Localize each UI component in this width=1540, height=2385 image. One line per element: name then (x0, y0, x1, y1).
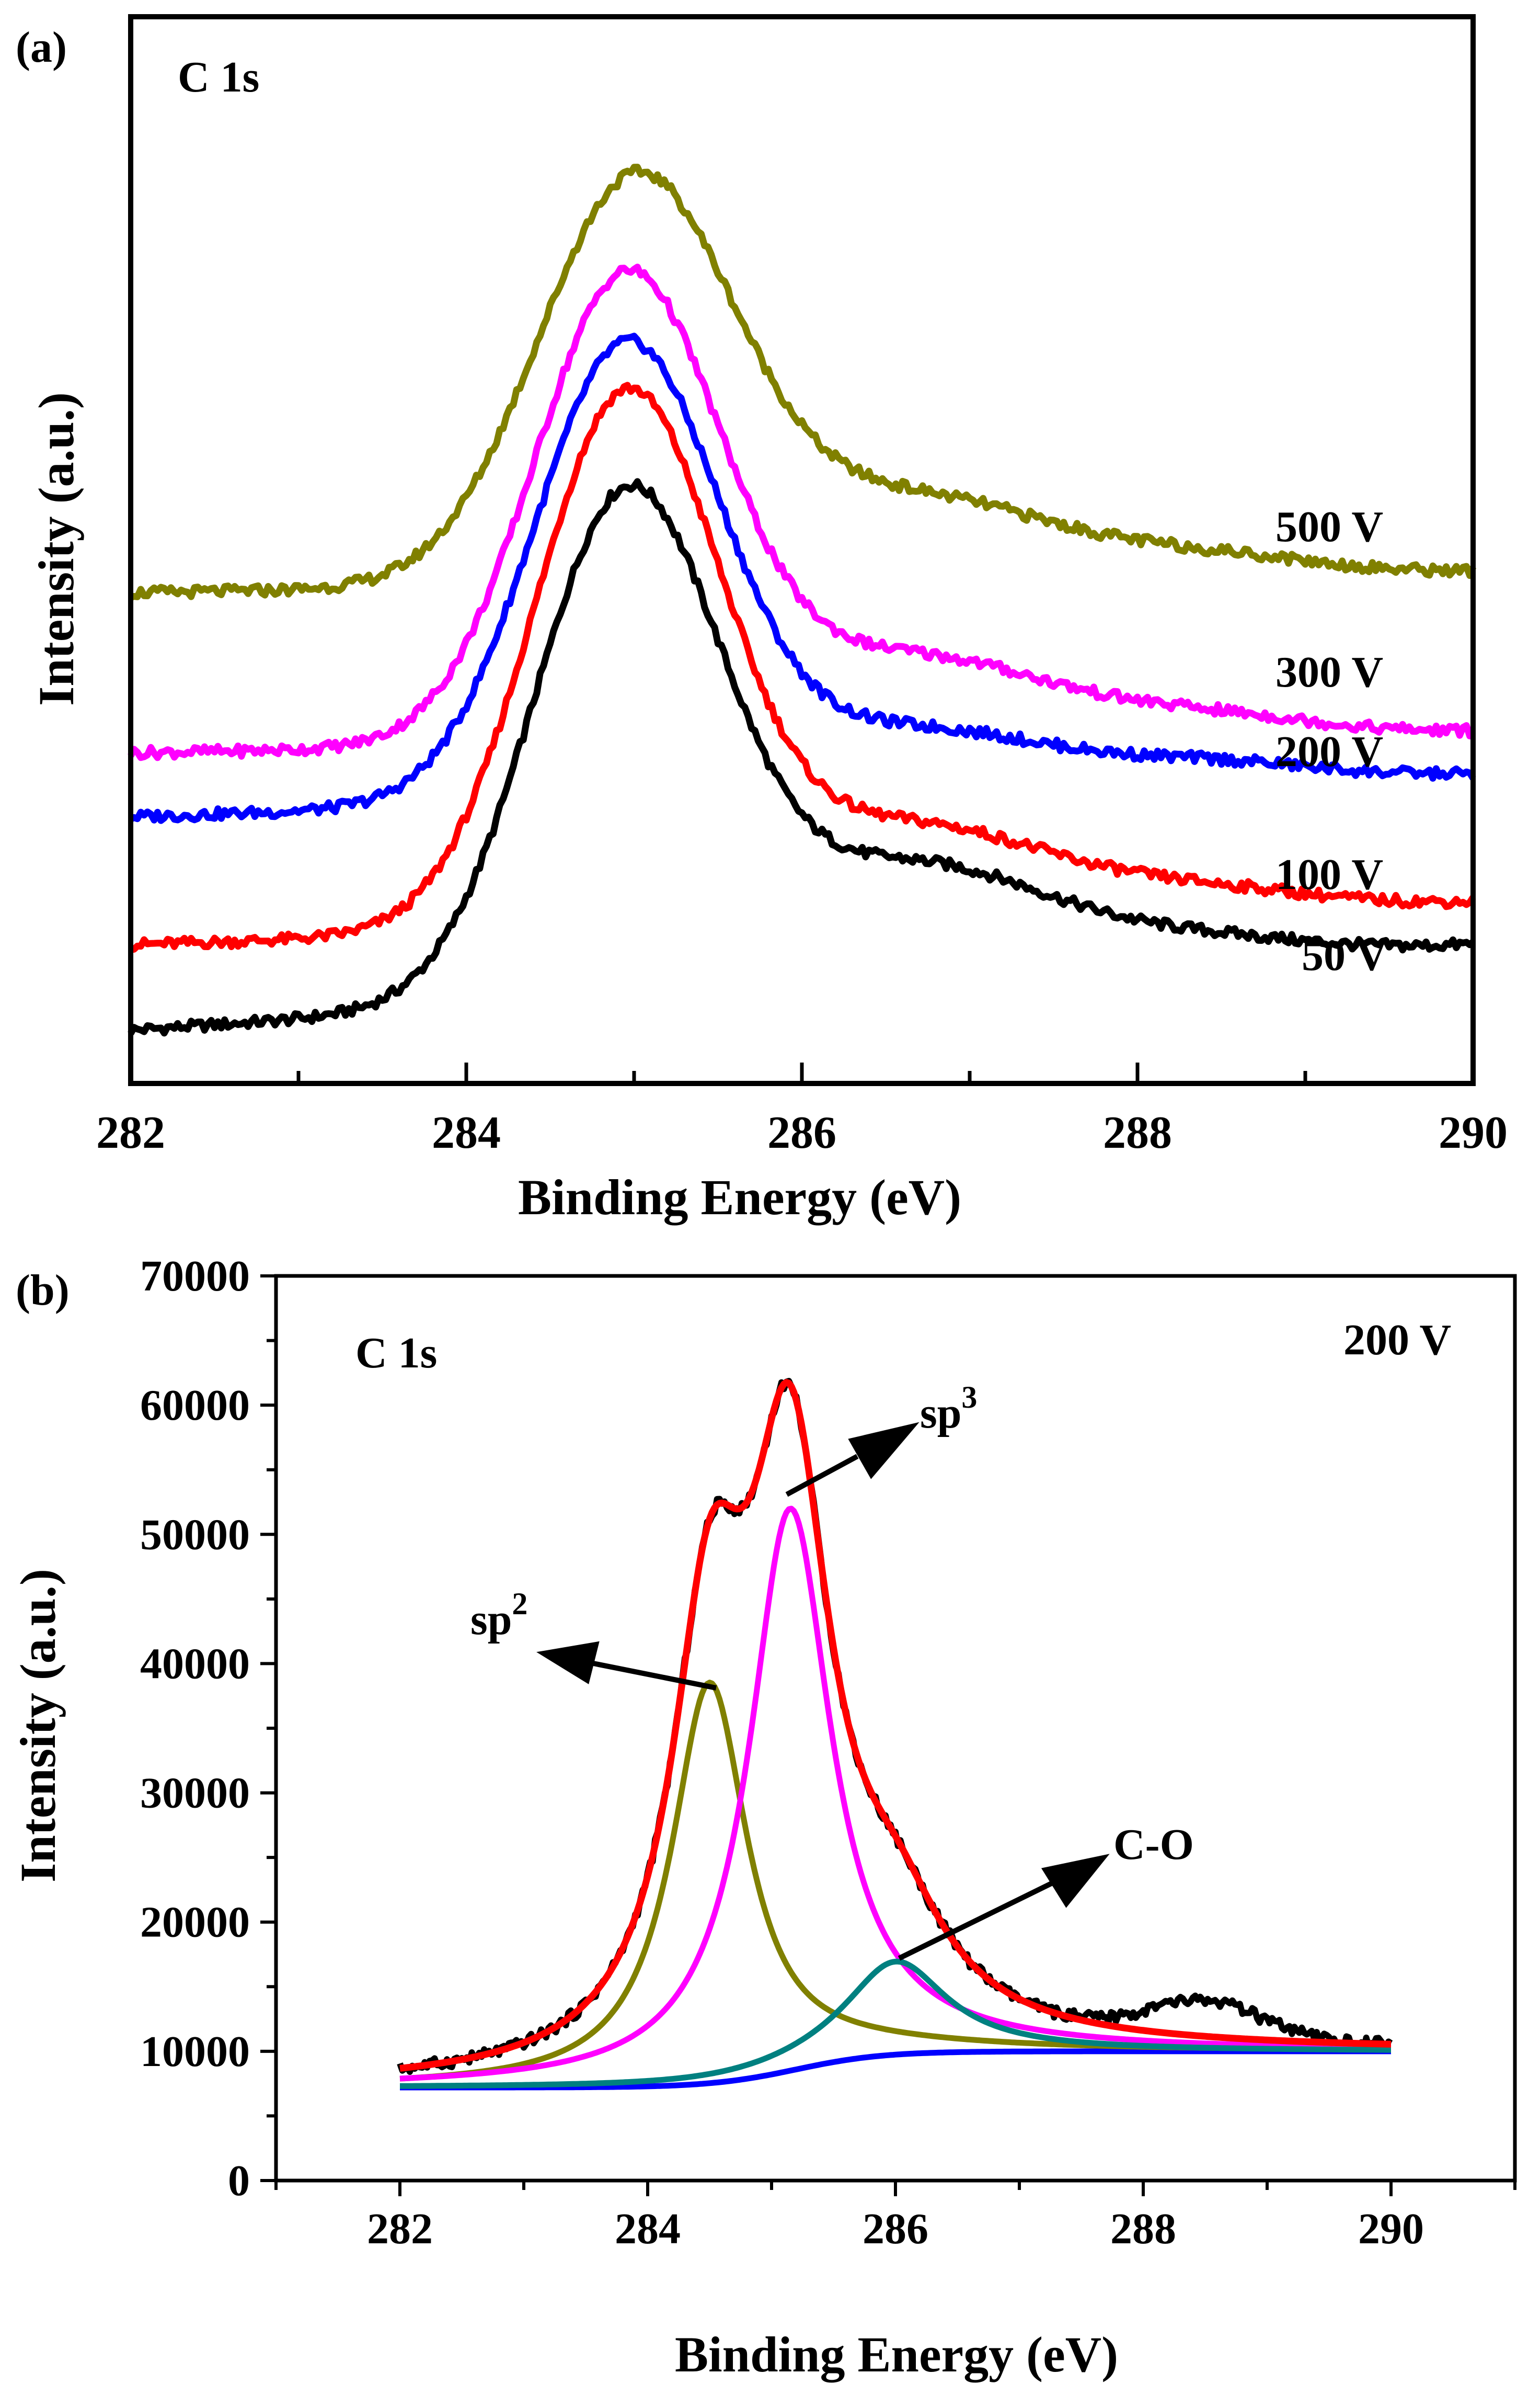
panel-a: (a) C 1s 282 284 286 288 290 500 V 300 V 200… (16, 14, 1508, 1225)
panel-b-y-tick-label: 50000 (140, 1510, 250, 1559)
panel-a-label: (a) (16, 23, 67, 72)
panel-b-x-tick-label: 288 (1110, 2205, 1176, 2253)
panel-b-arrows (536, 1422, 1110, 1961)
panel-a-label-100v: 100 V (1275, 850, 1383, 899)
c-o-arrow-head (1041, 1854, 1110, 1908)
panel-a-frame (128, 14, 1476, 1086)
sp2-arrow-head (536, 1641, 600, 1684)
panel-a-y-axis-label: Intensity (a.u.) (28, 392, 84, 706)
sp2-arrow-line (590, 1660, 717, 1691)
panel-a-label-300v: 300 V (1275, 648, 1383, 697)
panel-b-sp2-line (399, 1680, 1392, 2082)
panel-b-background-line (399, 2048, 1392, 2091)
panel-b-y-tick-label: 10000 (140, 2027, 250, 2076)
panel-a-title: C 1s (178, 53, 259, 101)
panel-b-ticks: 282 284 286 288 290 0 10000 20000 30000 40000 5000… (140, 1252, 1516, 2253)
panel-b-x-tick-label: 286 (863, 2205, 928, 2253)
panel-b-x-tick-label: 290 (1358, 2205, 1424, 2253)
panel-a-x-ticks: 282 284 286 288 290 (96, 1063, 1508, 1158)
panel-b-title: C 1s (355, 1329, 437, 1377)
sp3-label-visible: sp3 (920, 1380, 977, 1437)
sp3-arrow-head (848, 1422, 920, 1479)
panel-a-label-200v: 200 V (1275, 727, 1383, 776)
panel-b: (b) C 1s 200 V 282 284 286 288 290 0 10000 2000… (10, 1252, 1517, 2382)
panel-b-y-tick-label: 70000 (140, 1252, 250, 1300)
panel-b-sp3-line (399, 1505, 1392, 2082)
panel-a-series-100v (130, 382, 1476, 953)
panel-b-label-sp3: sp3 (920, 1380, 977, 1437)
panel-b-c-o-line (399, 1958, 1392, 2089)
panel-a-x-tick-label: 284 (432, 1108, 501, 1158)
panel-a-series-500v (129, 164, 1477, 601)
panel-a-series-200v (129, 333, 1476, 824)
panel-a-series-group (128, 164, 1477, 1037)
panel-b-envelope-line (399, 1379, 1392, 2072)
panel-b-x-tick-label: 284 (615, 2205, 681, 2253)
panel-b-label-sp2: sp2 sp2 (470, 1587, 527, 1644)
panel-b-y-tick-label: 40000 (140, 1639, 250, 1688)
c-o-arrow-line (898, 1880, 1055, 1961)
panel-a-x-tick-label: 288 (1103, 1108, 1172, 1158)
panel-a-x-tick-label: 286 (767, 1108, 836, 1158)
panel-b-y-tick-label: 0 (228, 2156, 250, 2205)
panel-a-label-500v: 500 V (1275, 503, 1383, 551)
panel-b-y-tick-label: 30000 (140, 1769, 250, 1818)
panel-a-x-tick-label: 282 (96, 1108, 165, 1158)
panel-b-x-axis-label: Binding Energy (eV) (675, 2326, 1118, 2382)
c-o-label: C-O (1113, 1820, 1194, 1869)
panel-a-series-50v (128, 478, 1476, 1037)
panel-a-x-axis-label: Binding Energy (eV) (518, 1169, 961, 1225)
panel-b-x-tick-label: 282 (367, 2205, 433, 2253)
sp2-label-visible: sp2 (470, 1587, 527, 1644)
panel-b-annotation-200v: 200 V (1343, 1316, 1451, 1364)
panel-b-series-group (397, 1378, 1393, 2091)
panel-a-label-50v: 50 V (1302, 931, 1387, 980)
panel-b-y-tick-label: 20000 (140, 1898, 250, 1947)
panel-b-experimental-line (397, 1378, 1393, 2075)
sp3-arrow-line (785, 1454, 859, 1497)
panel-b-y-tick-label: 60000 (140, 1381, 250, 1430)
panel-b-frame (274, 1274, 1517, 2183)
panel-b-y-axis-label: Intensity (a.u.) (10, 1569, 66, 1882)
panel-b-label: (b) (16, 1266, 70, 1315)
panel-a-series-300v (128, 264, 1476, 761)
panel-a-x-tick-label: 290 (1439, 1108, 1508, 1158)
